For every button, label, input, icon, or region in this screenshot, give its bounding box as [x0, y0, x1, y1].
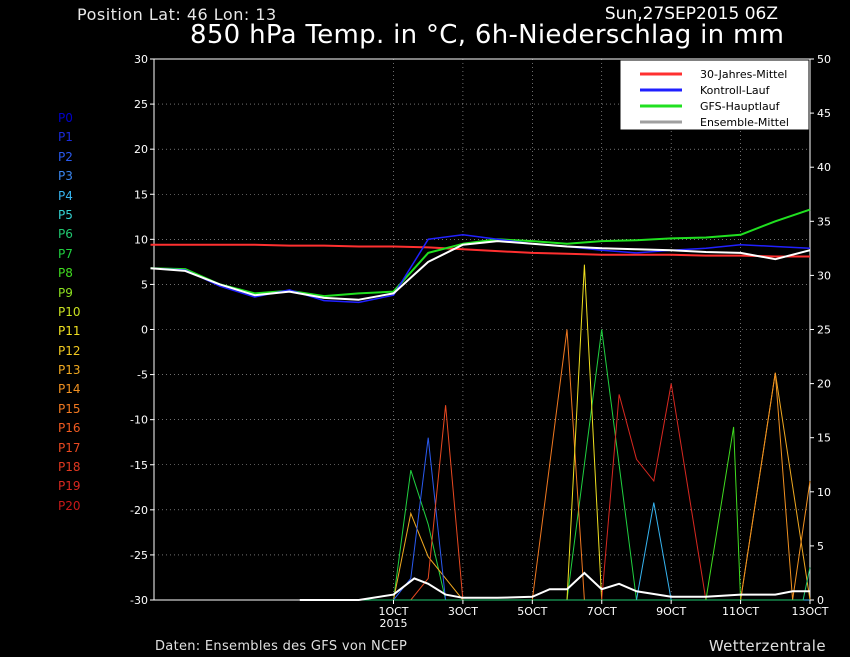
left-tick-label: 30 — [134, 53, 148, 66]
member-label-p1: P1 — [58, 130, 73, 145]
temp-series-0 — [150, 243, 810, 258]
member-label-p5: P5 — [58, 207, 73, 222]
right-tick-label: 35 — [817, 215, 831, 228]
right-tick-label: 10 — [817, 486, 831, 499]
member-label-p16: P16 — [58, 421, 81, 436]
precipitation-lines — [299, 264, 811, 601]
legend: 30-Jahres-Mittel Kontroll-Lauf GFS-Hauptla… — [619, 59, 810, 131]
right-tick-label: 30 — [817, 269, 831, 282]
member-list: P0 P1 P2 P3 P4 P5 P6 P7 P8 P9 P10 P11 P12 P13 P14 P15 P1… — [58, 109, 81, 516]
member-label-p3: P3 — [58, 169, 73, 184]
left-tick-label: -10 — [130, 414, 148, 427]
x-tick-label: 7OCT — [587, 605, 617, 618]
member-label-p9: P9 — [58, 285, 73, 300]
x-tick-label: 1OCT — [378, 605, 408, 618]
member-label-p19: P19 — [58, 479, 81, 494]
left-tick-label: 5 — [141, 278, 148, 291]
x-tick-label: 11OCT — [722, 605, 759, 618]
grid — [154, 59, 811, 600]
legend-label-2: GFS-Hauptlauf — [700, 100, 781, 113]
member-label-p7: P7 — [58, 246, 73, 261]
left-tick-label: 15 — [134, 188, 148, 201]
left-tick-label: -20 — [130, 504, 148, 517]
left-tick-label: 10 — [134, 233, 148, 246]
member-label-p6: P6 — [58, 227, 73, 242]
member-label-p20: P20 — [58, 498, 81, 513]
member-label-p18: P18 — [58, 460, 81, 475]
left-tick-label: 20 — [134, 143, 148, 156]
member-label-p12: P12 — [58, 343, 81, 358]
member-label-p11: P11 — [58, 324, 81, 339]
left-tick-label: -5 — [137, 369, 148, 382]
member-label-p14: P14 — [58, 382, 81, 397]
x-tick-label: 9OCT — [656, 605, 686, 618]
temp-series-1 — [150, 208, 811, 298]
member-label-p4: P4 — [58, 188, 73, 203]
legend-label-3: Ensemble-Mittel — [700, 116, 789, 129]
precip-mean-line — [299, 571, 810, 601]
right-tick-label: 20 — [817, 378, 831, 391]
left-axis-ticks: 30 25 20 15 10 5 0 -5 -10 -15 -20 -25 -30 — [130, 53, 154, 607]
member-label-p0: P0 — [58, 111, 73, 125]
brand-label: Wetterzentrale — [708, 637, 826, 655]
temp-series-2 — [150, 234, 811, 304]
right-tick-label: 15 — [817, 432, 831, 445]
temperature-lines — [150, 208, 811, 304]
legend-label-1: Kontroll-Lauf — [700, 84, 771, 97]
right-tick-label: 50 — [817, 53, 831, 66]
left-tick-label: -30 — [130, 594, 148, 607]
temp-series-3 — [150, 240, 811, 301]
right-tick-label: 40 — [817, 161, 831, 174]
right-tick-label: 5 — [817, 540, 824, 553]
left-tick-label: -25 — [130, 549, 148, 562]
member-label-p2: P2 — [58, 149, 73, 164]
member-label-p10: P10 — [58, 304, 81, 319]
right-tick-label: 45 — [817, 107, 831, 120]
data-source-label: Daten: Ensembles des GFS von NCEP — [155, 639, 408, 654]
x-tick-label: 3OCT — [448, 605, 478, 618]
x-tick-label: 5OCT — [517, 605, 547, 618]
left-tick-label: 0 — [141, 324, 148, 337]
member-label-p17: P17 — [58, 440, 81, 455]
x-tick-label: 13OCT — [791, 605, 828, 618]
run-date-label: Sun,27SEP2015 06Z — [604, 4, 778, 24]
member-label-p8: P8 — [58, 266, 73, 281]
member-label-p13: P13 — [58, 363, 81, 378]
x-tick-sublabel: 2015 — [379, 617, 407, 630]
position-label: Position Lat: 46 Lon: 13 — [77, 5, 277, 24]
right-tick-label: 0 — [817, 594, 824, 607]
left-tick-label: 25 — [134, 98, 148, 111]
member-label-p15: P15 — [58, 401, 81, 416]
legend-label-0: 30-Jahres-Mittel — [700, 68, 787, 81]
chart-title: 850 hPa Temp. in °C, 6h-Niederschlag in … — [190, 20, 785, 50]
right-tick-label: 25 — [817, 324, 831, 337]
legend-box — [619, 59, 810, 131]
left-tick-label: -15 — [130, 459, 148, 472]
